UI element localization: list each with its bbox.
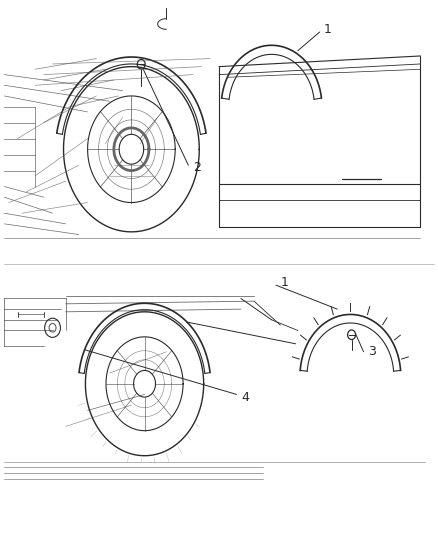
- Text: 4: 4: [241, 391, 249, 403]
- Text: 1: 1: [324, 23, 332, 36]
- Text: 3: 3: [368, 345, 376, 358]
- Text: 2: 2: [193, 161, 201, 174]
- Text: 1: 1: [280, 276, 288, 289]
